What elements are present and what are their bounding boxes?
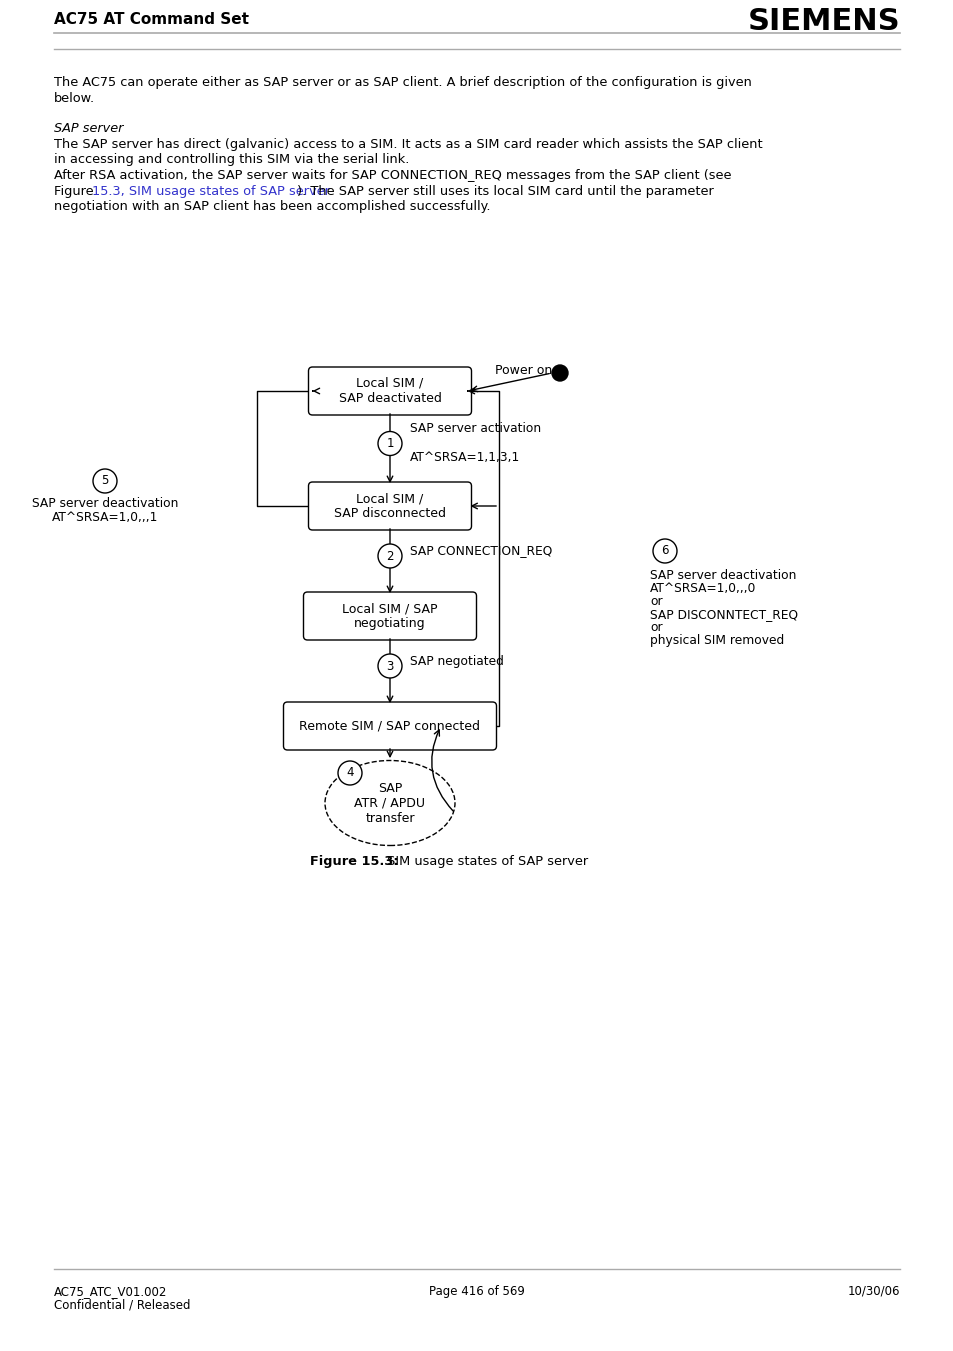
Text: below.: below. <box>54 92 95 104</box>
Circle shape <box>377 654 401 678</box>
Circle shape <box>552 365 567 381</box>
Text: 4: 4 <box>346 766 354 780</box>
Text: 15.3, SIM usage states of SAP server: 15.3, SIM usage states of SAP server <box>91 185 330 197</box>
Text: SIM usage states of SAP server: SIM usage states of SAP server <box>382 854 587 867</box>
Text: SAP server: SAP server <box>54 123 123 135</box>
Text: After RSA activation, the SAP server waits for SAP CONNECTION_REQ messages from : After RSA activation, the SAP server wai… <box>54 169 731 182</box>
FancyBboxPatch shape <box>303 592 476 640</box>
Text: Local SIM /
SAP deactivated: Local SIM / SAP deactivated <box>338 377 441 405</box>
Text: SAP server deactivation: SAP server deactivation <box>649 569 796 582</box>
Text: Local SIM /
SAP disconnected: Local SIM / SAP disconnected <box>334 492 446 520</box>
FancyBboxPatch shape <box>283 703 496 750</box>
Text: physical SIM removed: physical SIM removed <box>649 634 783 647</box>
Circle shape <box>377 431 401 455</box>
Circle shape <box>92 469 117 493</box>
Text: in accessing and controlling this SIM via the serial link.: in accessing and controlling this SIM vi… <box>54 154 409 166</box>
Circle shape <box>377 544 401 567</box>
Circle shape <box>652 539 677 563</box>
Text: The SAP server has direct (galvanic) access to a SIM. It acts as a SIM card read: The SAP server has direct (galvanic) acc… <box>54 138 761 151</box>
Text: SIEMENS: SIEMENS <box>746 7 899 35</box>
Circle shape <box>337 761 361 785</box>
Text: 6: 6 <box>660 544 668 558</box>
Text: AC75 AT Command Set: AC75 AT Command Set <box>54 12 249 27</box>
Text: The AC75 can operate either as SAP server or as SAP client. A brief description : The AC75 can operate either as SAP serve… <box>54 76 751 89</box>
Text: SAP CONNECTION_REQ: SAP CONNECTION_REQ <box>410 544 552 558</box>
Text: or: or <box>649 594 662 608</box>
Text: AT^SRSA=1,1,3,1: AT^SRSA=1,1,3,1 <box>410 451 519 465</box>
Text: AT^SRSA=1,0,,,0: AT^SRSA=1,0,,,0 <box>649 582 756 594</box>
Text: 5: 5 <box>101 474 109 488</box>
Text: 3: 3 <box>386 659 394 673</box>
Text: 2: 2 <box>386 550 394 562</box>
Text: SAP server deactivation: SAP server deactivation <box>31 497 178 509</box>
Text: negotiation with an SAP client has been accomplished successfully.: negotiation with an SAP client has been … <box>54 200 490 213</box>
Text: AC75_ATC_V01.002: AC75_ATC_V01.002 <box>54 1285 167 1298</box>
FancyBboxPatch shape <box>308 367 471 415</box>
Text: Local SIM / SAP
negotiating: Local SIM / SAP negotiating <box>342 603 437 630</box>
Text: SAP DISCONNTECT_REQ: SAP DISCONNTECT_REQ <box>649 608 798 621</box>
Text: SAP server activation: SAP server activation <box>410 423 540 435</box>
Text: Remote SIM / SAP connected: Remote SIM / SAP connected <box>299 720 480 732</box>
Text: AT^SRSA=1,0,,,1: AT^SRSA=1,0,,,1 <box>51 511 158 524</box>
Text: SAP negotiated: SAP negotiated <box>410 654 503 667</box>
Text: Figure 15.3:: Figure 15.3: <box>310 854 398 867</box>
Text: 1: 1 <box>386 436 394 450</box>
Text: 10/30/06: 10/30/06 <box>846 1285 899 1298</box>
Text: Figure: Figure <box>54 185 97 197</box>
Ellipse shape <box>325 761 455 846</box>
Text: SAP
ATR / APDU
transfer: SAP ATR / APDU transfer <box>355 781 425 824</box>
FancyBboxPatch shape <box>308 482 471 530</box>
Text: Confidential / Released: Confidential / Released <box>54 1300 191 1312</box>
Text: ). The SAP server still uses its local SIM card until the parameter: ). The SAP server still uses its local S… <box>296 185 713 197</box>
Text: Power on: Power on <box>495 365 552 377</box>
Text: or: or <box>649 621 662 634</box>
Text: Page 416 of 569: Page 416 of 569 <box>429 1285 524 1298</box>
